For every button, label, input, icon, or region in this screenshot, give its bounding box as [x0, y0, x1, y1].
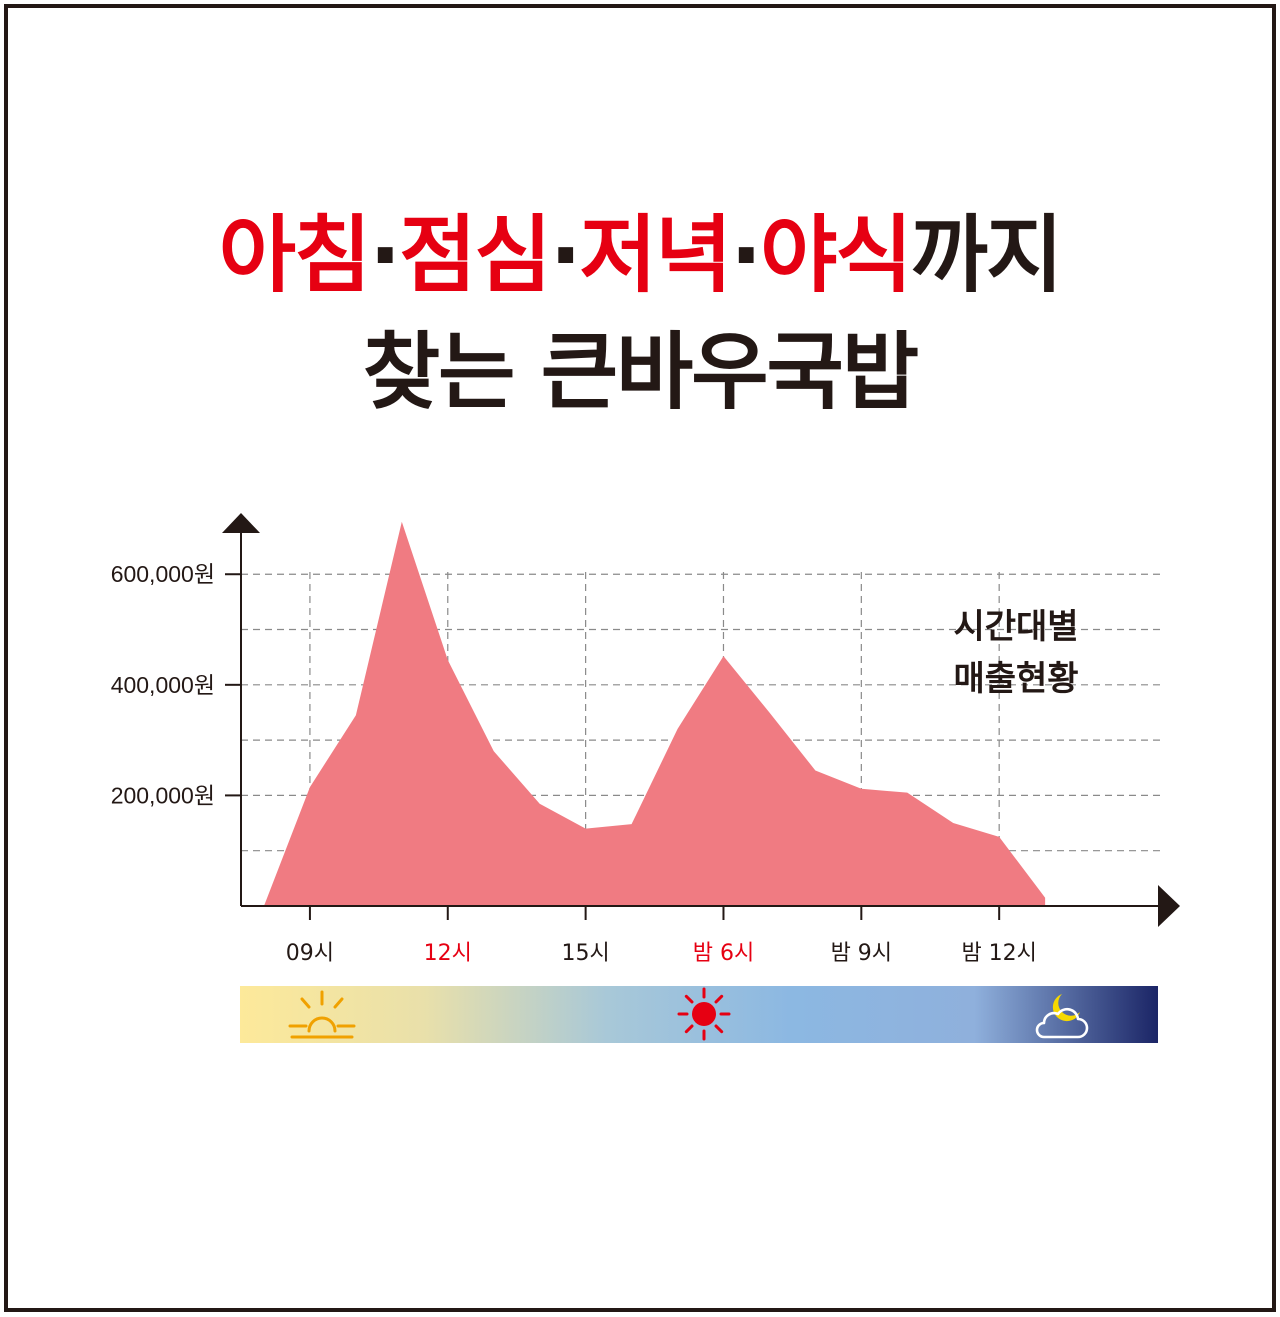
- x-tick-label: 15시: [562, 941, 610, 966]
- x-tick-label: 밤 9시: [831, 941, 892, 966]
- headline-part-4: 저녁: [579, 206, 733, 304]
- headline-line-2: 찾는 큰바우국밥: [362, 323, 919, 421]
- headline-part-1: ·: [369, 206, 401, 304]
- x-tick-label: 12시: [424, 941, 472, 966]
- noon-sun-icon: [677, 987, 731, 1041]
- moon-cloud-icon: [1035, 994, 1089, 1039]
- y-tick-label: 200,000원: [111, 782, 215, 808]
- x-axis-arrow: [1158, 885, 1180, 927]
- headline-part-5: ·: [730, 206, 762, 304]
- y-tick-label: 600,000원: [111, 561, 215, 587]
- headline-part-0: 아침: [218, 206, 372, 304]
- headline-part-7: 까지: [910, 206, 1064, 304]
- sales-area: [263, 521, 1046, 906]
- sunrise-icon: [288, 990, 356, 1039]
- page-frame: [4, 4, 1276, 1312]
- x-tick-label: 09시: [286, 941, 334, 966]
- y-tick-label: 400,000원: [111, 672, 215, 698]
- x-tick-label: 밤 12시: [961, 941, 1036, 966]
- y-axis-arrow: [222, 513, 260, 533]
- headline-part-6: 야식: [760, 206, 913, 304]
- chart-annotation-line: 시간대별: [953, 607, 1078, 647]
- headline-line-1: 아침·점심·저녁·야식까지: [0, 205, 1280, 305]
- chart-annotation-line: 매출현황: [953, 659, 1078, 699]
- headline-part-2: 점심: [399, 206, 552, 304]
- headline-part-3: ·: [549, 206, 582, 304]
- x-tick-label: 밤 6시: [693, 941, 754, 966]
